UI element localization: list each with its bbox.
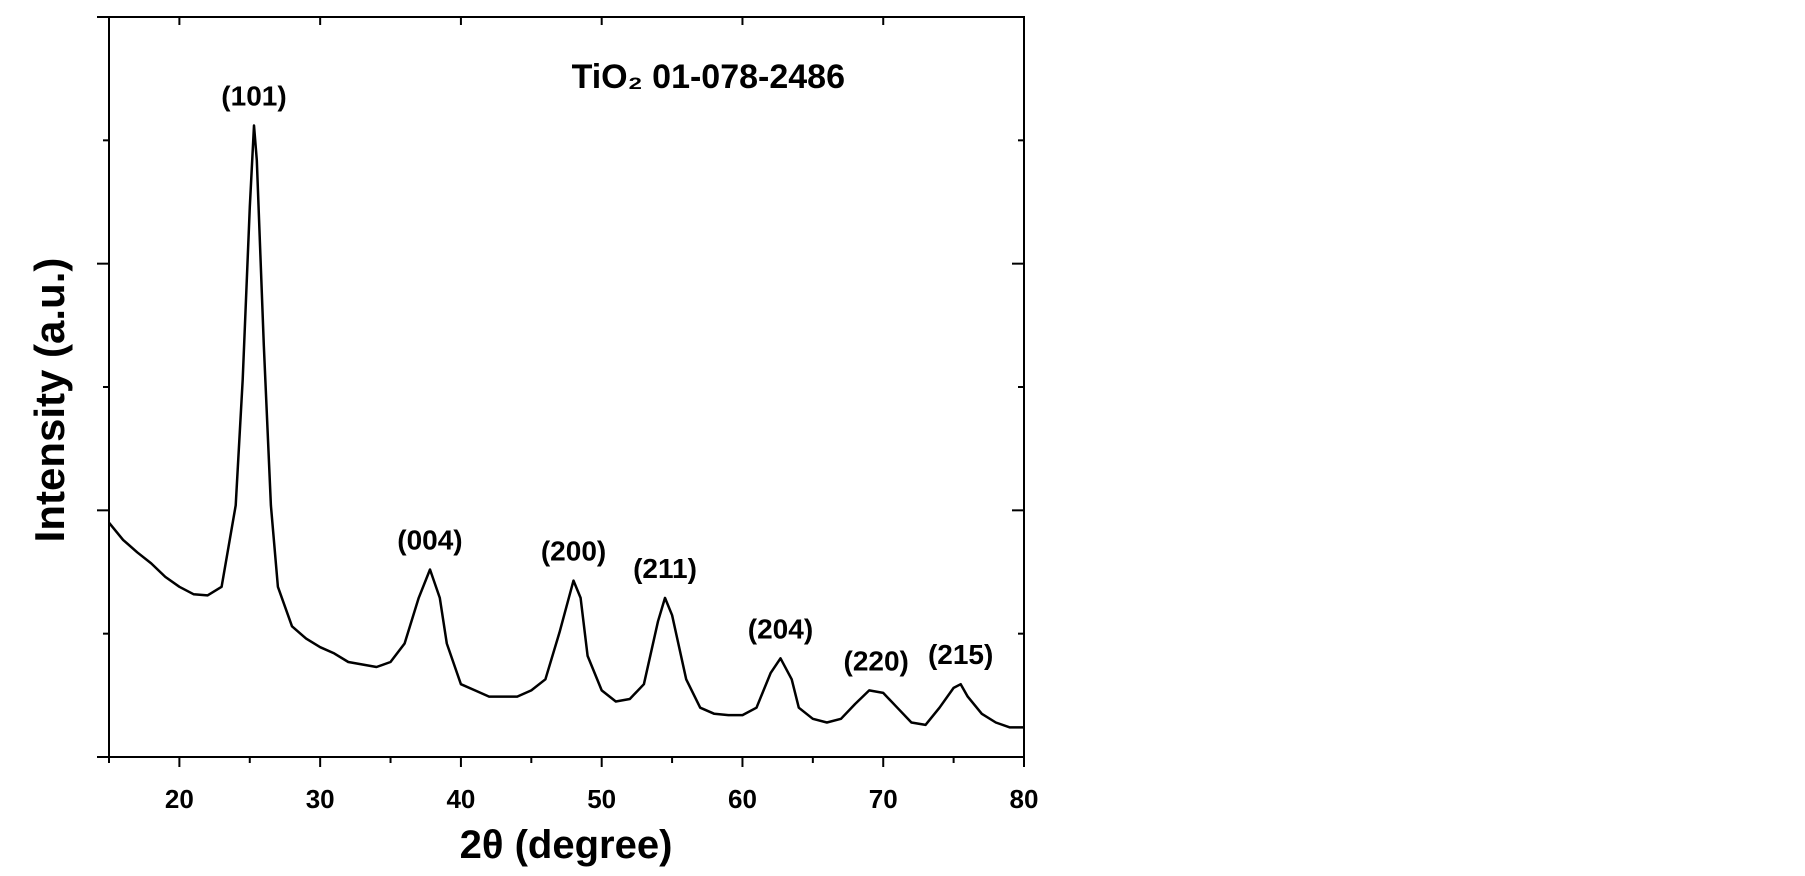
peak-label: (101) [221, 81, 286, 112]
peak-label: (220) [844, 645, 909, 676]
x-tick-label: 80 [1010, 784, 1039, 814]
peak-label: (215) [928, 639, 993, 670]
peak-label: (200) [541, 536, 606, 567]
peak-label: (004) [397, 525, 462, 556]
peak-label: (211) [633, 553, 697, 584]
x-axis-label: 2θ (degree) [460, 823, 673, 867]
x-tick-label: 30 [306, 784, 335, 814]
x-tick-label: 60 [728, 784, 757, 814]
peak-label: (204) [748, 613, 813, 644]
x-tick-label: 20 [165, 784, 194, 814]
x-tick-label: 40 [446, 784, 475, 814]
x-tick-label: 50 [587, 784, 616, 814]
chart-title: TiO₂ 01-078-2486 [572, 58, 845, 96]
x-tick-label: 70 [869, 784, 898, 814]
y-axis-label: Intensity (a.u.) [26, 258, 73, 543]
xrd-line [108, 124, 1024, 729]
